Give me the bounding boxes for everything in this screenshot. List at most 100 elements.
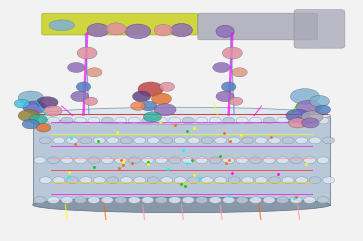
Ellipse shape <box>182 117 194 124</box>
Ellipse shape <box>277 197 289 203</box>
Ellipse shape <box>66 137 78 144</box>
Ellipse shape <box>263 117 275 124</box>
Ellipse shape <box>49 20 74 31</box>
Ellipse shape <box>33 107 330 124</box>
Ellipse shape <box>322 137 335 144</box>
Ellipse shape <box>147 137 159 144</box>
Ellipse shape <box>215 137 227 144</box>
Ellipse shape <box>34 117 46 124</box>
Ellipse shape <box>48 117 60 124</box>
Ellipse shape <box>33 197 330 213</box>
Ellipse shape <box>182 197 194 203</box>
Ellipse shape <box>228 177 240 184</box>
Ellipse shape <box>303 157 315 164</box>
Ellipse shape <box>61 157 73 164</box>
Ellipse shape <box>76 82 91 92</box>
Ellipse shape <box>142 117 154 124</box>
Ellipse shape <box>221 82 236 92</box>
Ellipse shape <box>223 157 234 164</box>
Ellipse shape <box>34 157 46 164</box>
Ellipse shape <box>196 157 208 164</box>
Ellipse shape <box>290 88 319 104</box>
Ellipse shape <box>84 97 98 105</box>
Ellipse shape <box>161 177 173 184</box>
Ellipse shape <box>223 197 234 203</box>
Ellipse shape <box>229 97 243 105</box>
Ellipse shape <box>36 123 51 132</box>
Ellipse shape <box>101 157 113 164</box>
Ellipse shape <box>263 157 275 164</box>
Ellipse shape <box>295 137 307 144</box>
Ellipse shape <box>66 177 78 184</box>
Bar <box>33 116 330 205</box>
Ellipse shape <box>290 117 302 124</box>
Ellipse shape <box>152 93 171 105</box>
Ellipse shape <box>277 117 289 124</box>
Ellipse shape <box>74 197 86 203</box>
Ellipse shape <box>53 137 65 144</box>
Ellipse shape <box>80 177 92 184</box>
Ellipse shape <box>18 110 40 122</box>
Ellipse shape <box>282 177 294 184</box>
Ellipse shape <box>303 117 315 124</box>
Ellipse shape <box>154 104 176 116</box>
Ellipse shape <box>228 137 240 144</box>
Ellipse shape <box>39 177 52 184</box>
Ellipse shape <box>34 197 46 203</box>
Ellipse shape <box>322 177 335 184</box>
Ellipse shape <box>14 99 29 108</box>
Ellipse shape <box>142 157 154 164</box>
Ellipse shape <box>68 62 85 73</box>
Ellipse shape <box>125 24 151 39</box>
Ellipse shape <box>80 137 92 144</box>
Ellipse shape <box>106 23 126 35</box>
Ellipse shape <box>169 157 181 164</box>
Ellipse shape <box>93 177 105 184</box>
Ellipse shape <box>215 177 227 184</box>
Ellipse shape <box>107 137 119 144</box>
Ellipse shape <box>87 68 102 77</box>
Ellipse shape <box>87 24 109 37</box>
Ellipse shape <box>129 117 140 124</box>
Ellipse shape <box>131 102 145 110</box>
Ellipse shape <box>43 106 62 116</box>
Ellipse shape <box>120 137 132 144</box>
FancyBboxPatch shape <box>294 10 345 48</box>
Ellipse shape <box>250 157 262 164</box>
Ellipse shape <box>242 137 254 144</box>
Ellipse shape <box>196 197 208 203</box>
Ellipse shape <box>236 117 248 124</box>
Ellipse shape <box>169 117 181 124</box>
Ellipse shape <box>88 117 100 124</box>
Ellipse shape <box>236 157 248 164</box>
Ellipse shape <box>250 117 262 124</box>
Ellipse shape <box>302 118 319 128</box>
Ellipse shape <box>295 177 307 184</box>
Ellipse shape <box>196 117 208 124</box>
Ellipse shape <box>309 177 321 184</box>
Ellipse shape <box>120 177 132 184</box>
Ellipse shape <box>74 117 86 124</box>
Ellipse shape <box>309 95 330 107</box>
Ellipse shape <box>317 117 329 124</box>
Ellipse shape <box>129 157 140 164</box>
Ellipse shape <box>129 197 140 203</box>
Ellipse shape <box>88 157 100 164</box>
Ellipse shape <box>71 91 89 102</box>
Ellipse shape <box>303 197 315 203</box>
Ellipse shape <box>134 137 146 144</box>
FancyBboxPatch shape <box>198 13 318 40</box>
Ellipse shape <box>282 137 294 144</box>
Ellipse shape <box>155 117 167 124</box>
Ellipse shape <box>286 109 309 122</box>
Ellipse shape <box>29 114 47 124</box>
Ellipse shape <box>171 24 192 37</box>
Ellipse shape <box>216 25 234 37</box>
Ellipse shape <box>61 197 73 203</box>
Ellipse shape <box>101 197 113 203</box>
Ellipse shape <box>188 137 200 144</box>
Ellipse shape <box>93 137 105 144</box>
Ellipse shape <box>48 197 60 203</box>
Ellipse shape <box>290 197 302 203</box>
Ellipse shape <box>143 112 162 122</box>
